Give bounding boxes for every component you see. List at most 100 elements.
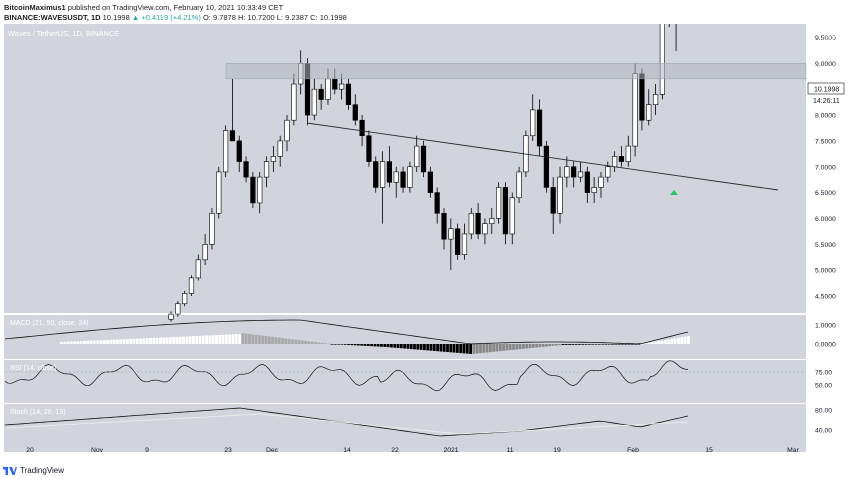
- candle: [461, 223, 468, 260]
- macd-label: MACD (21, 50, close, 24): [10, 320, 89, 327]
- macd-line: [4, 319, 689, 345]
- symbol-info: BINANCE:WAVESUSDT, 1D 10.1998 ▲ +0.4119 …: [4, 13, 347, 22]
- macd-histogram-bar: [475, 344, 479, 354]
- macd-histogram-bar: [456, 344, 459, 353]
- macd-histogram-bar: [492, 344, 496, 352]
- candle-body: [263, 161, 270, 178]
- macd-histogram-bar: [182, 336, 185, 344]
- macd-histogram-bar: [677, 337, 680, 344]
- macd-pane[interactable]: [4, 315, 806, 359]
- price-axis-label: 5.5000: [815, 242, 836, 249]
- macd-histogram-bar: [568, 344, 571, 345]
- macd-histogram-bar: [663, 340, 667, 344]
- macd-histogram-bar: [640, 343, 644, 345]
- macd-histogram-bar: [73, 341, 76, 344]
- macd-histogram-bar: [479, 344, 482, 354]
- indicator-axis-label: 50.00: [815, 383, 832, 390]
- macd-histogram-bar: [327, 343, 331, 345]
- candle-body: [577, 171, 584, 178]
- candle: [455, 223, 461, 260]
- candle-body: [223, 130, 229, 173]
- candle: [379, 151, 386, 224]
- candle-body: [489, 218, 495, 224]
- macd-histogram-bar: [271, 336, 274, 344]
- candle: [675, 24, 677, 51]
- candle: [536, 99, 543, 157]
- candle-body: [393, 171, 399, 183]
- candle: [407, 161, 413, 193]
- macd-histogram-bar: [366, 344, 370, 347]
- author-name[interactable]: BitcoinMaximus1: [4, 3, 66, 12]
- candle: [263, 156, 270, 188]
- candle-body: [455, 228, 461, 255]
- symbol-name[interactable]: BINANCE:WAVESUSDT, 1D: [4, 13, 101, 22]
- macd-histogram-bar: [264, 336, 268, 344]
- candle-body: [427, 171, 433, 193]
- candle: [550, 177, 556, 234]
- candle-body: [229, 130, 236, 142]
- candle: [571, 161, 577, 188]
- macd-histogram-bar: [178, 336, 182, 344]
- macd-histogram-bar: [307, 341, 311, 344]
- macd-histogram-bar: [657, 341, 661, 344]
- macd-histogram-bar: [498, 344, 502, 352]
- candle-body: [373, 161, 379, 188]
- candle-body: [209, 212, 215, 245]
- macd-histogram-bar: [258, 335, 261, 344]
- last-price: 10.1998: [102, 13, 130, 22]
- indicators-layer: [4, 319, 806, 437]
- candle-body: [168, 313, 174, 320]
- rsi-pane[interactable]: [4, 360, 806, 403]
- macd-histogram-bar: [380, 344, 383, 347]
- macd-histogram-bar: [403, 344, 406, 349]
- stoch-pane[interactable]: [4, 404, 806, 452]
- trading-chart[interactable]: 4.5000 5.0000 5.5000 6.0000 6.5000 7.0000 7.50…: [0, 24, 850, 461]
- macd-histogram-bar: [324, 343, 327, 344]
- macd-histogram-bar: [482, 344, 486, 353]
- macd-histogram-bar: [208, 335, 212, 344]
- publish-info: BitcoinMaximus1 published on TradingView…: [4, 3, 283, 12]
- macd-histogram-bar: [126, 339, 129, 344]
- price-axis-label: 6.0000: [815, 216, 836, 223]
- time-axis-label: 19: [553, 447, 561, 454]
- macd-histogram-bar: [538, 344, 542, 348]
- candle-body: [550, 187, 556, 214]
- macd-histogram-bar: [350, 344, 354, 346]
- price-axis-label: 5.0000: [815, 268, 836, 275]
- macd-histogram-bar: [376, 344, 380, 347]
- candle: [195, 254, 201, 281]
- candle-body: [584, 171, 590, 193]
- candle-body: [646, 104, 652, 121]
- descending-trendline: [306, 122, 779, 191]
- candle: [270, 146, 276, 172]
- macd-histogram-bar: [320, 342, 324, 344]
- indicator-axis-label: 75.00: [815, 370, 832, 377]
- macd-histogram-bar: [531, 344, 535, 348]
- footer-brand[interactable]: TradingView: [3, 463, 64, 477]
- candle-body: [502, 187, 509, 235]
- candles-layer: [168, 24, 677, 322]
- price-axis-label: 9.0000: [815, 61, 836, 68]
- macd-histogram-bar: [683, 336, 687, 344]
- macd-histogram-bar: [228, 334, 232, 344]
- macd-histogram-bar: [119, 339, 123, 344]
- candle-body: [188, 277, 195, 294]
- candle-body: [605, 166, 611, 178]
- macd-histogram-bar: [581, 344, 585, 345]
- macd-histogram-bar: [515, 344, 519, 350]
- macd-histogram-bar: [132, 338, 136, 344]
- macd-histogram-bar: [63, 341, 67, 344]
- macd-histogram-bar: [333, 344, 337, 345]
- candle-body: [359, 119, 365, 137]
- macd-histogram-bar: [426, 344, 430, 351]
- macd-histogram-bar: [300, 340, 304, 344]
- candle-body: [509, 197, 515, 235]
- macd-histogram-bar: [386, 344, 390, 348]
- macd-histogram-bar: [244, 333, 248, 344]
- macd-histogram-bar: [79, 341, 83, 344]
- candle: [188, 275, 195, 296]
- time-axis-label: 23: [224, 447, 232, 454]
- macd-histogram-bar: [637, 344, 641, 345]
- macd-histogram-bar: [551, 344, 555, 346]
- macd-histogram-bar: [578, 344, 581, 345]
